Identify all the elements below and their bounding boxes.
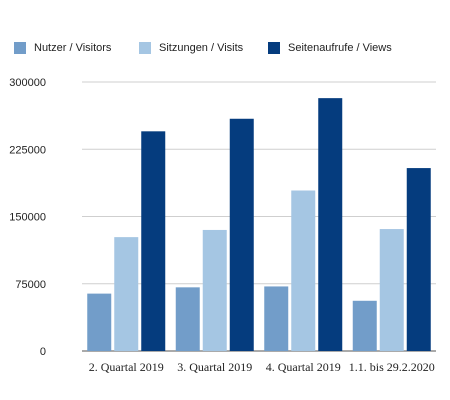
gridlines — [82, 81, 436, 352]
y-tick-label: 300000 — [9, 77, 46, 89]
x-tick-label: 1.1. bis 29.2.2020 — [349, 360, 435, 374]
x-tick-label: 3. Quartal 2019 — [177, 360, 252, 374]
legend-swatch-views — [268, 42, 280, 54]
y-axis-ticks: 0 75000 150000 225000 300000 — [9, 77, 46, 358]
bar-visitors — [175, 287, 200, 351]
bar-views — [141, 131, 166, 351]
legend-item-views: Seitenaufrufe / Views — [268, 38, 392, 58]
bar-visitors — [352, 300, 377, 351]
bar-visitors — [87, 293, 112, 351]
bar-views — [229, 118, 254, 351]
legend-item-visits: Sitzungen / Visits — [139, 38, 243, 58]
bars — [87, 98, 431, 351]
x-axis-ticks: 2. Quartal 2019 3. Quartal 2019 4. Quartal… — [89, 360, 435, 374]
y-tick-label: 75000 — [15, 279, 46, 291]
legend-label-visits: Sitzungen / Visits — [159, 42, 244, 54]
bar-visits — [202, 229, 227, 351]
legend-label-views: Seitenaufrufe / Views — [288, 42, 392, 54]
bar-visits — [114, 237, 139, 351]
bar-views — [406, 168, 431, 351]
chart-legend: Nutzer / Visitors Sitzungen / Visits Sei… — [0, 38, 450, 58]
legend-item-visitors: Nutzer / Visitors — [14, 38, 111, 58]
legend-swatch-visitors — [14, 42, 26, 54]
y-tick-label: 0 — [40, 346, 46, 358]
y-tick-label: 150000 — [9, 212, 46, 224]
x-tick-label: 2. Quartal 2019 — [89, 360, 164, 374]
legend-label-visitors: Nutzer / Visitors — [34, 42, 112, 54]
bar-views — [318, 98, 343, 351]
bar-visitors — [264, 286, 289, 351]
legend-swatch-visits — [139, 42, 151, 54]
bar-visits — [379, 229, 404, 351]
y-tick-label: 225000 — [9, 144, 46, 156]
bar-visits — [291, 190, 316, 351]
x-tick-label: 4. Quartal 2019 — [266, 360, 341, 374]
